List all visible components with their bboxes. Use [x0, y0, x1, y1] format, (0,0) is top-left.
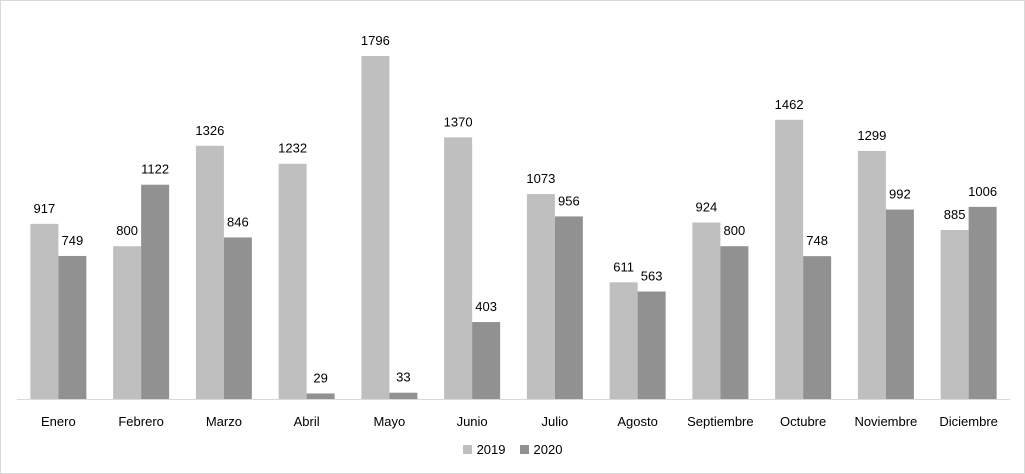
bar-2020-noviembre: [885, 209, 914, 399]
data-label-2019-octubre: 1462: [775, 97, 804, 112]
bar-2019-diciembre: [940, 229, 969, 399]
bar-2020-mayo: [389, 392, 418, 399]
bar-2020-diciembre: [968, 206, 997, 399]
legend-item-2020: 2020: [519, 442, 563, 457]
bar-2020-julio: [554, 216, 583, 399]
data-label-2019-febrero: 800: [116, 223, 138, 238]
data-labels-layer: 917 749 800 1122 1326 846 1232 29 1796 33 1370 403 1…: [34, 33, 998, 385]
bar-2020-abril: [306, 393, 335, 399]
data-label-2020-agosto: 563: [641, 268, 663, 283]
data-label-2020-mayo: 33: [396, 370, 410, 385]
x-tick-label-abril: Abril: [294, 414, 320, 429]
x-tick-label-agosto: Agosto: [617, 414, 657, 429]
x-tick-label-diciembre: Diciembre: [939, 414, 998, 429]
x-tick-label-octubre: Octubre: [780, 414, 826, 429]
data-label-2020-octubre: 748: [806, 233, 828, 248]
data-label-2019-julio: 1073: [526, 171, 555, 186]
x-tick-label-marzo: Marzo: [206, 414, 242, 429]
bar-2019-mayo: [361, 56, 390, 399]
data-label-2020-abril: 29: [313, 370, 327, 385]
data-label-2019-mayo: 1796: [361, 33, 390, 48]
bar-2020-octubre: [803, 256, 832, 399]
x-tick-label-julio: Julio: [542, 414, 569, 429]
bar-2020-septiembre: [720, 246, 749, 399]
data-label-2020-noviembre: 992: [889, 187, 911, 202]
x-tick-label-enero: Enero: [41, 414, 76, 429]
x-tick-label-noviembre: Noviembre: [854, 414, 917, 429]
x-tick-label-septiembre: Septiembre: [687, 414, 753, 429]
bar-2020-febrero: [141, 184, 170, 399]
legend-swatch-2019: [462, 445, 472, 454]
data-label-2019-septiembre: 924: [696, 200, 718, 215]
bar-2020-junio: [472, 322, 501, 399]
data-label-2019-enero: 917: [34, 201, 56, 216]
bar-2019-abril: [278, 163, 307, 399]
data-label-2020-enero: 749: [62, 233, 84, 248]
bar-2019-enero: [30, 223, 59, 399]
legend-item-2019: 2019: [462, 442, 506, 457]
bar-2020-agosto: [637, 291, 666, 399]
x-tick-labels-layer: Enero Febrero Marzo Abril Mayo Junio Julio Agos…: [41, 414, 998, 429]
data-label-2020-junio: 403: [475, 299, 497, 314]
bars-layer: [30, 56, 997, 400]
data-label-2020-julio: 956: [558, 193, 580, 208]
data-label-2019-diciembre: 885: [944, 207, 966, 222]
data-label-2019-abril: 1232: [278, 141, 307, 156]
data-label-2020-febrero: 1122: [141, 162, 169, 177]
legend-label-2019: 2019: [476, 442, 506, 457]
bar-2020-enero: [58, 255, 87, 399]
bar-2019-agosto: [609, 282, 638, 399]
bar-2020-marzo: [223, 237, 252, 399]
x-tick-label-junio: Junio: [457, 414, 488, 429]
bar-2019-septiembre: [692, 222, 721, 399]
data-label-2020-marzo: 846: [227, 214, 249, 229]
bar-2019-octubre: [775, 119, 804, 399]
bar-2019-noviembre: [857, 150, 886, 399]
bar-2019-julio: [526, 194, 555, 399]
data-label-2019-junio: 1370: [444, 114, 473, 129]
bar-2019-marzo: [195, 145, 224, 399]
legend-swatch-2020: [519, 445, 529, 454]
legend-label-2020: 2020: [533, 442, 563, 457]
data-label-2020-diciembre: 1006: [968, 184, 997, 199]
data-label-2020-septiembre: 800: [724, 223, 746, 238]
x-tick-label-febrero: Febrero: [118, 414, 164, 429]
data-label-2019-marzo: 1326: [195, 123, 224, 138]
data-label-2019-agosto: 611: [613, 259, 634, 274]
x-tick-label-mayo: Mayo: [373, 414, 405, 429]
data-label-2019-noviembre: 1299: [857, 128, 886, 143]
bar-2019-junio: [444, 137, 473, 400]
bar-2019-febrero: [113, 246, 142, 399]
legend: 2019 2020: [1, 442, 1024, 457]
